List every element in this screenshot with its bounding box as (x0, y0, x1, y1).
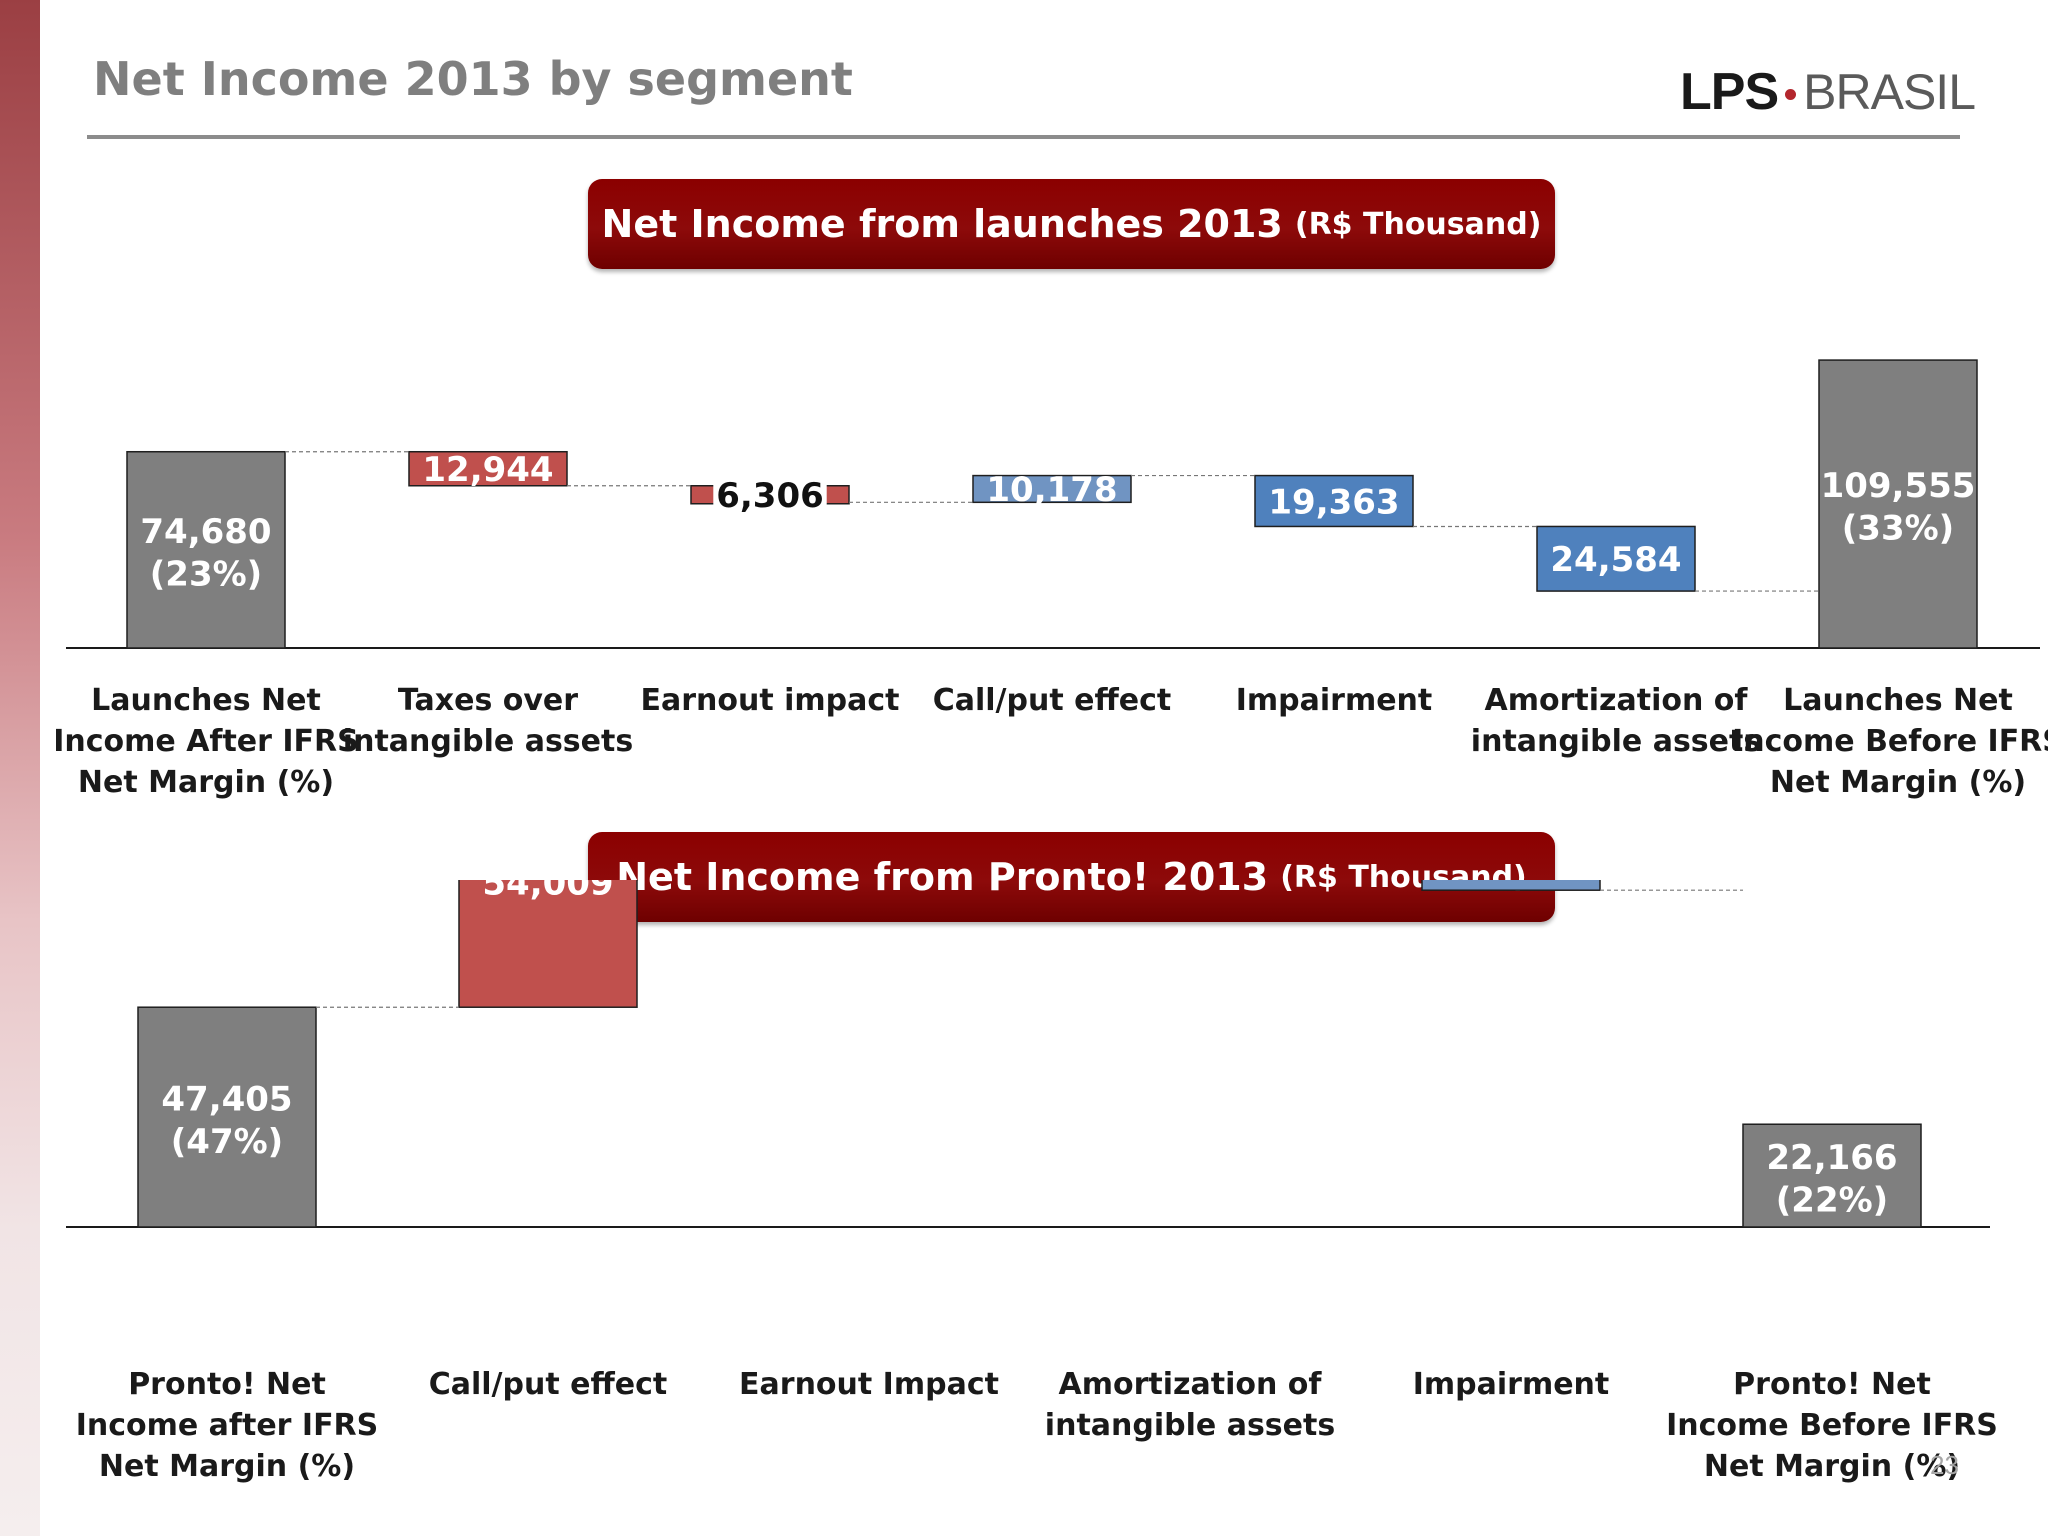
left-decorative-strip (0, 0, 40, 1536)
chart-1-banner-title: Net Income from launches 2013 (601, 202, 1283, 246)
chart-2-category-label-0: Pronto! Net Income after IFRS Net Margin (… (76, 1364, 379, 1487)
chart-1-category-label-4: Impairment (1236, 680, 1433, 721)
chart-2-category-line: Income Before IFRS (1666, 1408, 1998, 1443)
chart-2-value-label-0: 47,405 (161, 1079, 292, 1119)
chart-2-bar-5 (1742, 1123, 1922, 1228)
chart-1-value-label-6: 109,555 (1821, 466, 1976, 506)
chart-1-category-line: Income Before IFRS (1732, 724, 2048, 759)
chart-1-category-line: Launches Net (91, 683, 321, 718)
chart-1-step-0: 74,680(23%) (126, 450, 286, 649)
chart-2-banner-title: Net Income from Pronto! 2013 (616, 855, 1269, 899)
chart-1-step-2: 6,306 (690, 476, 850, 516)
chart-2-step-1: 54,009 (458, 880, 638, 1008)
chart-1-label-bg-2 (713, 476, 827, 514)
chart-2-category-line: Impairment (1412, 1367, 1610, 1402)
chart-1-category-line: Amortization of (1484, 683, 1748, 718)
chart-2-bar-1 (458, 880, 638, 1008)
chart-1-step-4: 19,363 (1254, 474, 1414, 528)
chart-1-value-label-4: 19,363 (1268, 482, 1399, 522)
chart-1-category-line: Taxes over (397, 683, 579, 718)
chart-2-category-line: Net Margin (%) (1703, 1449, 1961, 1484)
chart-2-category-label-2: Earnout Impact (739, 1364, 999, 1405)
chart-1-bar-5 (1536, 525, 1696, 592)
chart-1-banner-unit: (R$ Thousand) (1294, 206, 1542, 242)
chart-2-category-label-3: Amortization of intangible assets (1045, 1364, 1335, 1446)
chart-1-step-5: 24,584 (1536, 525, 1696, 592)
chart-1-category-line: Net Margin (%) (77, 765, 335, 800)
chart-1-value-label-2: 6,306 (716, 476, 824, 516)
chart-2-category-label-1: Call/put effect (429, 1364, 668, 1405)
chart-1-category-line: intangible assets (342, 724, 634, 759)
chart-2-category-line: Amortization of (1058, 1367, 1322, 1402)
chart-2-value-sublabel-5: (22%) (1776, 1180, 1888, 1220)
chart-1-category-line: Income After IFRS (53, 724, 359, 759)
launches-waterfall-chart: 74,680(23%) 12,944 6,306 10,178 19,363 24,584… (66, 359, 2040, 649)
chart-1-bar-4 (1254, 474, 1414, 528)
lps-brasil-logo: LPS BRASIL (1680, 62, 1976, 122)
logo-brasil-text: BRASIL (1803, 64, 1976, 120)
page-title: Net Income 2013 by segment (93, 52, 853, 106)
chart-2-category-line: Pronto! Net (1733, 1367, 1931, 1402)
chart-2-step-0: 47,405(47%) (137, 1006, 317, 1228)
chart-1-category-label-0: Launches Net Income After IFRS Net Margin … (53, 680, 359, 803)
chart-2-value-label-5: 22,166 (1766, 1138, 1897, 1178)
chart-1-value-label-1: 12,944 (422, 450, 553, 490)
chart-1-category-label-2: Earnout impact (640, 680, 899, 721)
chart-1-category-line: Impairment (1235, 683, 1433, 718)
chart-2-category-line: Net Margin (%) (98, 1449, 356, 1484)
chart-2-value-sublabel-0: (47%) (171, 1122, 283, 1162)
chart-1-category-line: Net Margin (%) (1769, 765, 2027, 800)
chart-1-value-label-0: 74,680 (140, 512, 271, 552)
header-divider (87, 135, 1960, 139)
chart-2-bar-4 (1421, 880, 1601, 891)
chart-2-category-line: Call/put effect (428, 1367, 668, 1402)
chart-1-value-label-5: 24,584 (1550, 540, 1681, 580)
chart-2-step-4: 22,404 (1421, 880, 1601, 891)
chart-1-category-line: intangible assets (1470, 724, 1762, 759)
chart-1-step-1: 12,944 (408, 450, 568, 490)
chart-1-value-sublabel-6: (33%) (1842, 509, 1954, 549)
chart-2-step-5: 22,166(22%) (1742, 1123, 1922, 1228)
chart-1-category-label-1: Taxes over intangible assets (343, 680, 633, 762)
chart-1-category-label-3: Call/put effect (933, 680, 1172, 721)
chart-2-value-label-1: 54,009 (482, 880, 613, 903)
pronto-waterfall-chart: 47,405(47%)54,00913,22819,59422,40422,16… (66, 880, 1990, 1228)
chart-2-category-line: intangible assets (1044, 1408, 1336, 1443)
chart-1-bar-0 (126, 450, 286, 649)
chart-2-bar-0 (137, 1006, 317, 1228)
chart-2-category-label-4: Impairment (1413, 1364, 1610, 1405)
chart-1-banner: Net Income from launches 2013 (R$ Thousa… (588, 179, 1555, 269)
chart-1-category-label-6: Launches Net Income Before IFRS Net Margin… (1732, 680, 2048, 803)
chart-2-category-line: Earnout Impact (739, 1367, 999, 1402)
chart-1-category-line: Earnout impact (640, 683, 900, 718)
chart-1-value-sublabel-0: (23%) (150, 555, 262, 595)
chart-1-step-3: 10,178 (972, 470, 1132, 510)
logo-dot-icon (1785, 88, 1797, 100)
chart-1-bar-6 (1818, 359, 1978, 649)
logo-lps-text: LPS (1680, 63, 1779, 121)
chart-2-category-line: Income after IFRS (75, 1408, 379, 1443)
chart-1-value-label-3: 10,178 (986, 470, 1117, 510)
chart-1-category-line: Launches Net (1783, 683, 2013, 718)
chart-2-category-label-5: Pronto! Net Income Before IFRS Net Margin … (1666, 1364, 1998, 1487)
chart-1-bar-3 (972, 474, 1132, 504)
chart-1-category-label-5: Amortization of intangible assets (1471, 680, 1761, 762)
chart-2-banner: Net Income from Pronto! 2013 (R$ Thousan… (588, 832, 1555, 922)
chart-1-bar-1 (408, 450, 568, 487)
chart-1-step-6: 109,555(33%) (1818, 359, 1978, 649)
page-number: 23 (1930, 1450, 1959, 1480)
chart-1-category-line: Call/put effect (932, 683, 1172, 718)
chart-2-category-line: Pronto! Net (128, 1367, 326, 1402)
